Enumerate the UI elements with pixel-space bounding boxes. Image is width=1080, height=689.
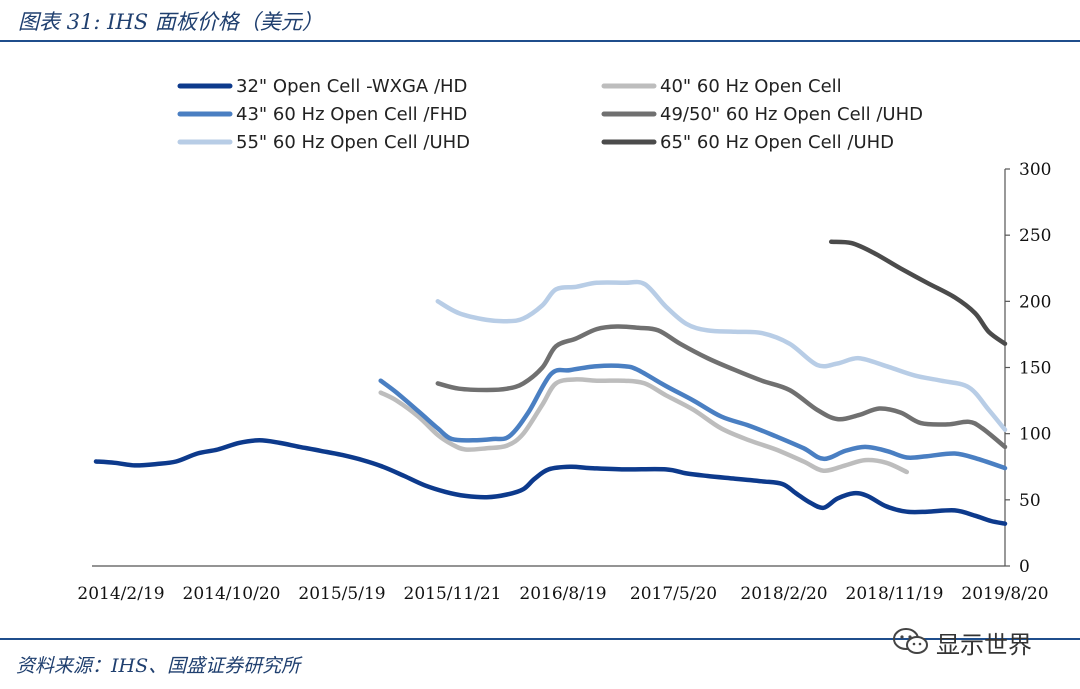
x-tick-label: 2014/10/20	[183, 584, 281, 604]
x-tick-label: 2016/8/19	[519, 584, 606, 604]
source-note: 资料来源：IHS、国盛证券研究所	[16, 655, 301, 677]
axes-group: 0 50 100 150 200 250 300 2014/2/19 2014/10/20 201…	[77, 160, 1051, 604]
y-tick-label: 100	[1019, 425, 1051, 445]
y-tick-label: 200	[1019, 292, 1051, 312]
y-tick-label: 250	[1019, 226, 1051, 246]
legend-label-3: 43" 60 Hz Open Cell /FHD	[236, 104, 467, 125]
y-tick-label: 50	[1019, 491, 1041, 511]
legend-label-5: 55" 60 Hz Open Cell /UHD	[236, 132, 470, 153]
wechat-icon	[893, 628, 928, 654]
series-lines	[93, 239, 1008, 526]
watermark-text: 显示世界	[936, 630, 1032, 659]
series-line-1	[93, 438, 1008, 526]
y-tick-label: 150	[1019, 359, 1051, 379]
y-tick-label: 300	[1019, 160, 1051, 180]
y-tick-label: 0	[1019, 557, 1030, 577]
header-rule	[0, 40, 1080, 42]
x-tick-label: 2015/11/21	[404, 584, 502, 604]
chart-title: 图表 31: IHS 面板价格（美元）	[18, 10, 323, 34]
series-line-4	[435, 324, 1008, 450]
x-tick-label: 2018/11/19	[846, 584, 944, 604]
series-line-6	[828, 239, 1008, 346]
x-tick-label: 2014/2/19	[77, 584, 164, 604]
series-line-2	[378, 377, 910, 475]
legend-label-6: 65" 60 Hz Open Cell /UHD	[660, 132, 894, 153]
x-tick-label: 2019/8/20	[961, 584, 1048, 604]
legend-label-4: 49/50" 60 Hz Open Cell /UHD	[660, 104, 923, 125]
footer-rule	[0, 638, 1080, 640]
series-line-3	[378, 363, 1008, 471]
legend-label-1: 32" Open Cell -WXGA /HD	[236, 76, 467, 97]
legend: 32" Open Cell -WXGA /HD 40" 60 Hz Open Ce…	[177, 76, 923, 153]
x-tick-label: 2015/5/19	[298, 584, 385, 604]
watermark: 显示世界	[892, 622, 1032, 662]
x-tick-label: 2018/2/20	[740, 584, 827, 604]
x-tick-label: 2017/5/20	[630, 584, 717, 604]
legend-label-2: 40" 60 Hz Open Cell	[660, 76, 842, 97]
series-line-5	[435, 279, 1008, 432]
